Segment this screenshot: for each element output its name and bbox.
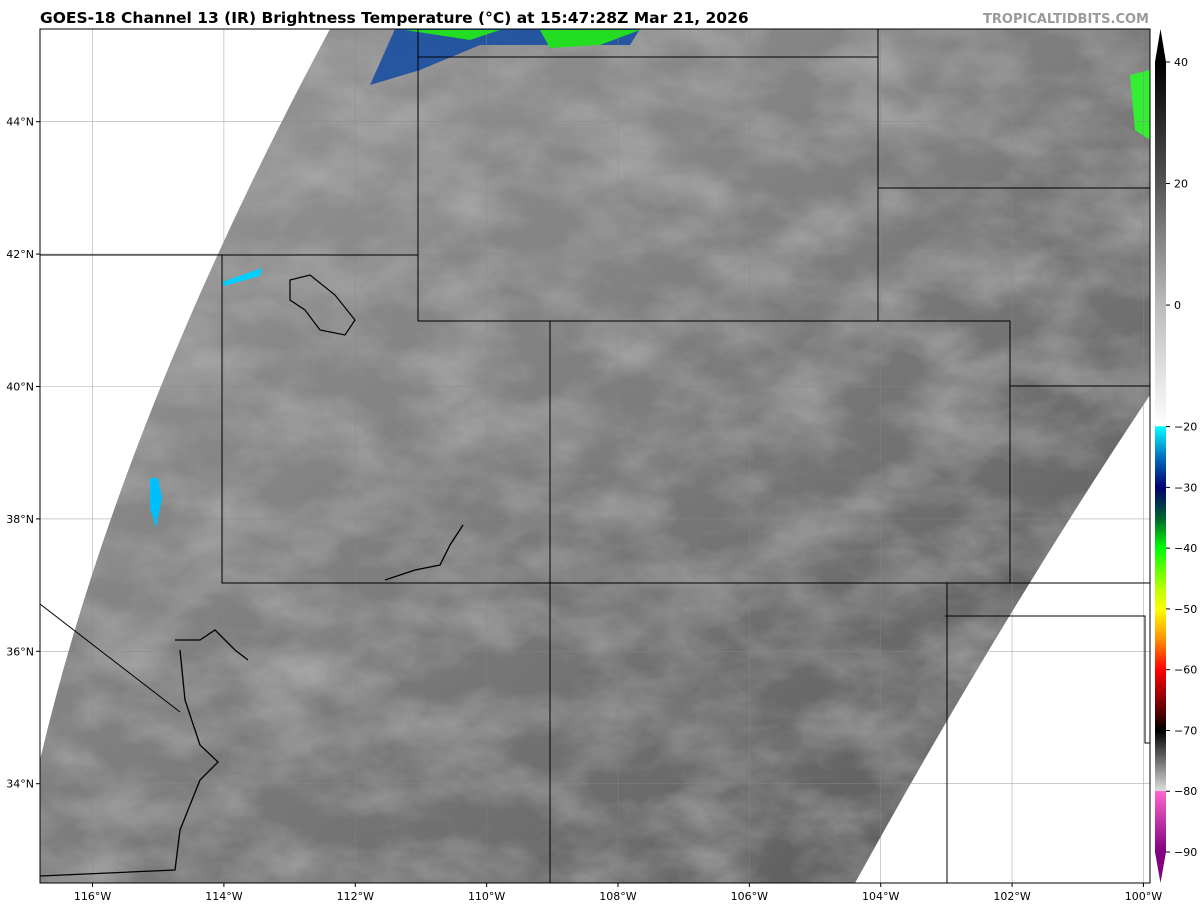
lat-tick-label: 38°N (6, 513, 34, 526)
lon-tick-label: 108°W (599, 890, 636, 903)
lon-tick-label: 102°W (993, 890, 1030, 903)
longitude-ticks: 116°W 114°W 112°W 110°W 108°W 106°W 104°W 102°W… (74, 883, 1162, 903)
colorbar-tick-label: −80 (1174, 785, 1197, 798)
lon-tick-label: 110°W (468, 890, 505, 903)
lat-tick-label: 40°N (6, 380, 34, 393)
lon-tick-label: 114°W (205, 890, 242, 903)
lat-tick-label: 44°N (6, 116, 34, 129)
lat-tick-label: 34°N (6, 778, 34, 791)
lon-tick-label: 112°W (337, 890, 374, 903)
imagery-layer (40, 29, 1150, 883)
colorbar-tick-label: −90 (1174, 846, 1197, 859)
lon-tick-label: 116°W (74, 890, 111, 903)
lon-tick-label: 106°W (731, 890, 768, 903)
colorbar-tick-label: −40 (1174, 542, 1197, 555)
lat-tick-label: 36°N (6, 645, 34, 658)
colorbar-max-extend (1155, 29, 1166, 62)
colorbar-tick-label: −30 (1174, 481, 1197, 494)
colorbar: 40 20 0 −20 −30 −40 −50 −60 −70 −80 −90 (1155, 29, 1197, 883)
state-borders (40, 29, 1150, 883)
watermark: TROPICALTIDBITS.COM (983, 12, 1149, 27)
lon-tick-label: 104°W (862, 890, 899, 903)
map-frame (39, 28, 1151, 884)
map-title: GOES-18 Channel 13 (IR) Brightness Tempe… (40, 9, 749, 27)
colorbar-tick-label: 20 (1174, 178, 1188, 191)
colorbar-tick-label: −20 (1174, 421, 1197, 434)
colorbar-tick-label: −50 (1174, 603, 1197, 616)
colorbar-tick-label: 40 (1174, 56, 1188, 69)
colorbar-tick-label: −70 (1174, 724, 1197, 737)
colorbar-tick-label: 0 (1174, 299, 1181, 312)
lon-tick-label: 100°W (1125, 890, 1162, 903)
latitude-ticks: 44°N 42°N 40°N 38°N 36°N 34°N (6, 116, 40, 791)
colorbar-body (1155, 62, 1166, 852)
colorbar-tick-label: −60 (1174, 664, 1197, 677)
lat-tick-label: 42°N (6, 248, 34, 261)
colorbar-min-extend (1155, 852, 1166, 883)
grid-lines (40, 29, 1150, 883)
